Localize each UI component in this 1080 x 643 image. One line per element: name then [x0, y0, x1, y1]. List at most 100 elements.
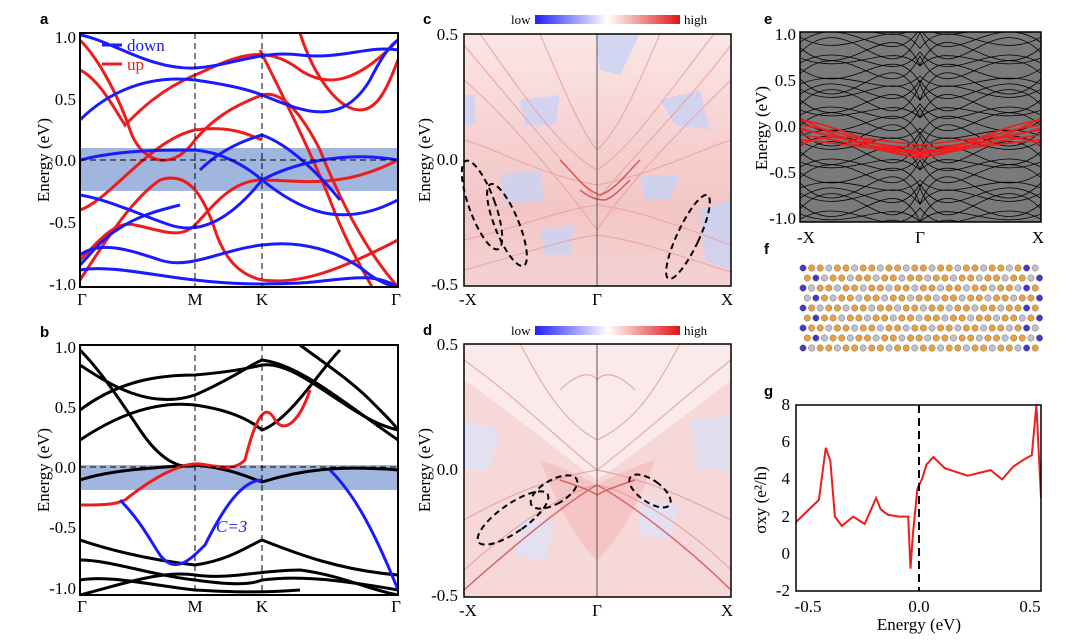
atom [997, 344, 1005, 352]
atom [872, 334, 880, 342]
atom [881, 314, 889, 322]
xticks-g: -0.5 0.0 0.5 [795, 597, 1041, 616]
atom [855, 274, 863, 282]
atom [1023, 264, 1031, 272]
ytick: -1.0 [49, 579, 76, 598]
atom [928, 344, 936, 352]
atom [876, 304, 884, 312]
bulk-band-line [800, 115, 1041, 136]
atom [950, 274, 957, 282]
atom [984, 314, 992, 322]
bulk-bands [80, 345, 398, 595]
axes-frame-e [799, 31, 1042, 223]
atom [1010, 294, 1018, 302]
atom [1023, 324, 1031, 332]
ylabel-b: Energy (eV) [34, 428, 53, 512]
atom [902, 304, 910, 312]
atom [1027, 334, 1035, 342]
atom [971, 264, 979, 272]
atom [1031, 284, 1039, 292]
atom [1027, 294, 1035, 302]
atom [907, 334, 914, 342]
ytick: 0.5 [437, 25, 458, 44]
atom [915, 334, 923, 342]
atom [919, 284, 927, 292]
ytick: 8 [782, 395, 791, 414]
panel-f: f [764, 241, 1043, 356]
bulk-band-line [800, 55, 1041, 79]
xtick: M [187, 290, 202, 309]
atom [971, 344, 979, 352]
panel-letter-f: f [764, 241, 770, 258]
atom [915, 274, 923, 282]
atom [932, 334, 940, 342]
atom [864, 294, 871, 302]
bulk-band-line [800, 107, 1041, 131]
atom [851, 344, 859, 352]
atom [868, 304, 876, 312]
atom [838, 314, 846, 322]
xtick: M [187, 597, 202, 616]
atom [1014, 304, 1022, 312]
yticks-d: 0.5 0.0 -0.5 [431, 335, 458, 605]
atom [803, 274, 811, 282]
bulk-band-line [800, 51, 1041, 67]
lattice-atoms [799, 264, 1043, 352]
atom [1005, 284, 1013, 292]
axes-frame-b [79, 344, 399, 596]
ylabel-a: Energy (eV) [34, 118, 53, 202]
atom [1023, 304, 1031, 312]
bulk-band-line [800, 94, 1041, 119]
colorbar-low-label: low [511, 12, 531, 27]
atom [812, 334, 820, 342]
ylabel-e: Energy (eV) [752, 86, 771, 170]
ytick: 2 [782, 507, 791, 526]
atom [894, 324, 902, 332]
atom [864, 314, 871, 322]
atom [950, 314, 957, 322]
ylabel-g: σxy (e²/h) [751, 466, 770, 534]
atom [799, 264, 807, 272]
atom [803, 334, 811, 342]
atom [864, 334, 871, 342]
atom [1018, 294, 1026, 302]
ytick: 0.5 [775, 71, 796, 90]
atom [911, 344, 919, 352]
colorbar [535, 326, 680, 335]
atom [924, 274, 932, 282]
ytick: 0.0 [437, 150, 458, 169]
atom [997, 324, 1005, 332]
atom [1031, 264, 1039, 272]
atom [967, 314, 975, 322]
ytick: -0.5 [431, 275, 458, 294]
atom [911, 284, 919, 292]
atom [812, 314, 820, 322]
atom [941, 314, 949, 322]
atom [868, 284, 876, 292]
xtick: Γ [77, 597, 87, 616]
atom [808, 324, 816, 332]
atom [825, 344, 833, 352]
atom [1036, 294, 1043, 302]
xtick: Γ [391, 597, 401, 616]
atom [829, 314, 837, 322]
atom [1014, 344, 1022, 352]
atom [975, 294, 983, 302]
yticks-g: 8 6 4 2 0 -2 [776, 395, 791, 600]
atom [962, 284, 970, 292]
atom [851, 324, 859, 332]
xtick: X [721, 290, 733, 309]
atom [980, 304, 988, 312]
yticks-b: 1.0 0.5 0.0 -0.5 -1.0 [49, 338, 76, 598]
atom [902, 264, 910, 272]
atom [924, 314, 932, 322]
atom [851, 284, 859, 292]
atom [975, 334, 983, 342]
ribbon-bands [800, 32, 1041, 222]
panel-c: c low high [415, 11, 733, 309]
atom [911, 324, 919, 332]
atom [1018, 274, 1026, 282]
bulk-band-line [800, 33, 1041, 50]
atom [876, 324, 884, 332]
xtick: Γ [592, 601, 602, 620]
